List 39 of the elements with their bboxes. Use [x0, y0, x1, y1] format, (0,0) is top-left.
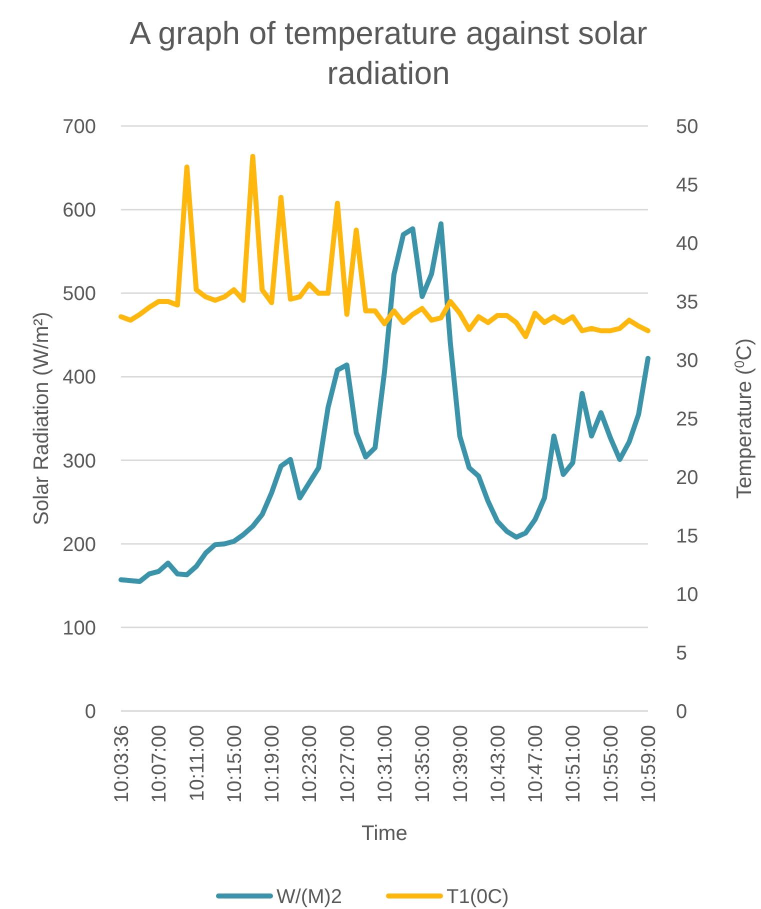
y2-tick-label: 15 — [676, 526, 698, 548]
x-tick-label: 10:59:00 — [638, 725, 660, 803]
legend-label: T1(0C) — [446, 886, 509, 908]
y2-tick-label: 30 — [676, 350, 698, 372]
x-axis-title: Time — [362, 822, 408, 845]
x-tick-label: 10:31:00 — [374, 725, 396, 803]
y-tick-label: 0 — [84, 701, 96, 723]
y2-tick-label: 20 — [676, 467, 698, 489]
x-tick-label: 10:55:00 — [600, 725, 622, 803]
legend-label: W/(M)2 — [276, 886, 342, 908]
y2-tick-label: 10 — [676, 584, 698, 606]
y2-tick-label: 0 — [676, 701, 688, 723]
y-tick-label: 500 — [62, 283, 96, 306]
x-tick-label: 10:15:00 — [224, 725, 246, 803]
y-axis-title: Solar Radiation (W/m²) — [30, 312, 53, 526]
chart-title: A graph of temperature against solar radiation — [130, 15, 648, 91]
y-tick-label: 400 — [62, 366, 96, 389]
y2-tick-label: 50 — [676, 116, 698, 138]
x-tick-label: 10:43:00 — [487, 725, 510, 803]
x-tick-label: 10:19:00 — [262, 725, 284, 803]
y-tick-label: 600 — [62, 200, 96, 222]
x-tick-label: 10:51:00 — [562, 725, 585, 803]
y-tick-label: 300 — [62, 450, 96, 472]
x-tick-label: 10:35:00 — [412, 725, 434, 803]
y2-tick-label: 45 — [676, 174, 698, 196]
y2-tick-label: 35 — [676, 292, 698, 314]
y2-tick-label: 25 — [676, 408, 698, 430]
y-tick-label: 200 — [62, 534, 96, 556]
x-tick-label: 10:07:00 — [148, 725, 171, 803]
x-tick-label: 10:39:00 — [450, 725, 472, 803]
y-tick-label: 100 — [62, 617, 96, 640]
x-tick-label: 10:03:36 — [111, 725, 133, 803]
x-tick-label: 10:27:00 — [336, 725, 359, 803]
y-tick-label: 700 — [62, 116, 96, 138]
x-tick-label: 10:23:00 — [299, 725, 322, 803]
y2-tick-label: 5 — [676, 642, 688, 664]
x-tick-label: 10:47:00 — [525, 725, 548, 803]
x-tick-label: 10:11:00 — [186, 725, 208, 802]
y2-tick-label: 40 — [676, 233, 698, 255]
